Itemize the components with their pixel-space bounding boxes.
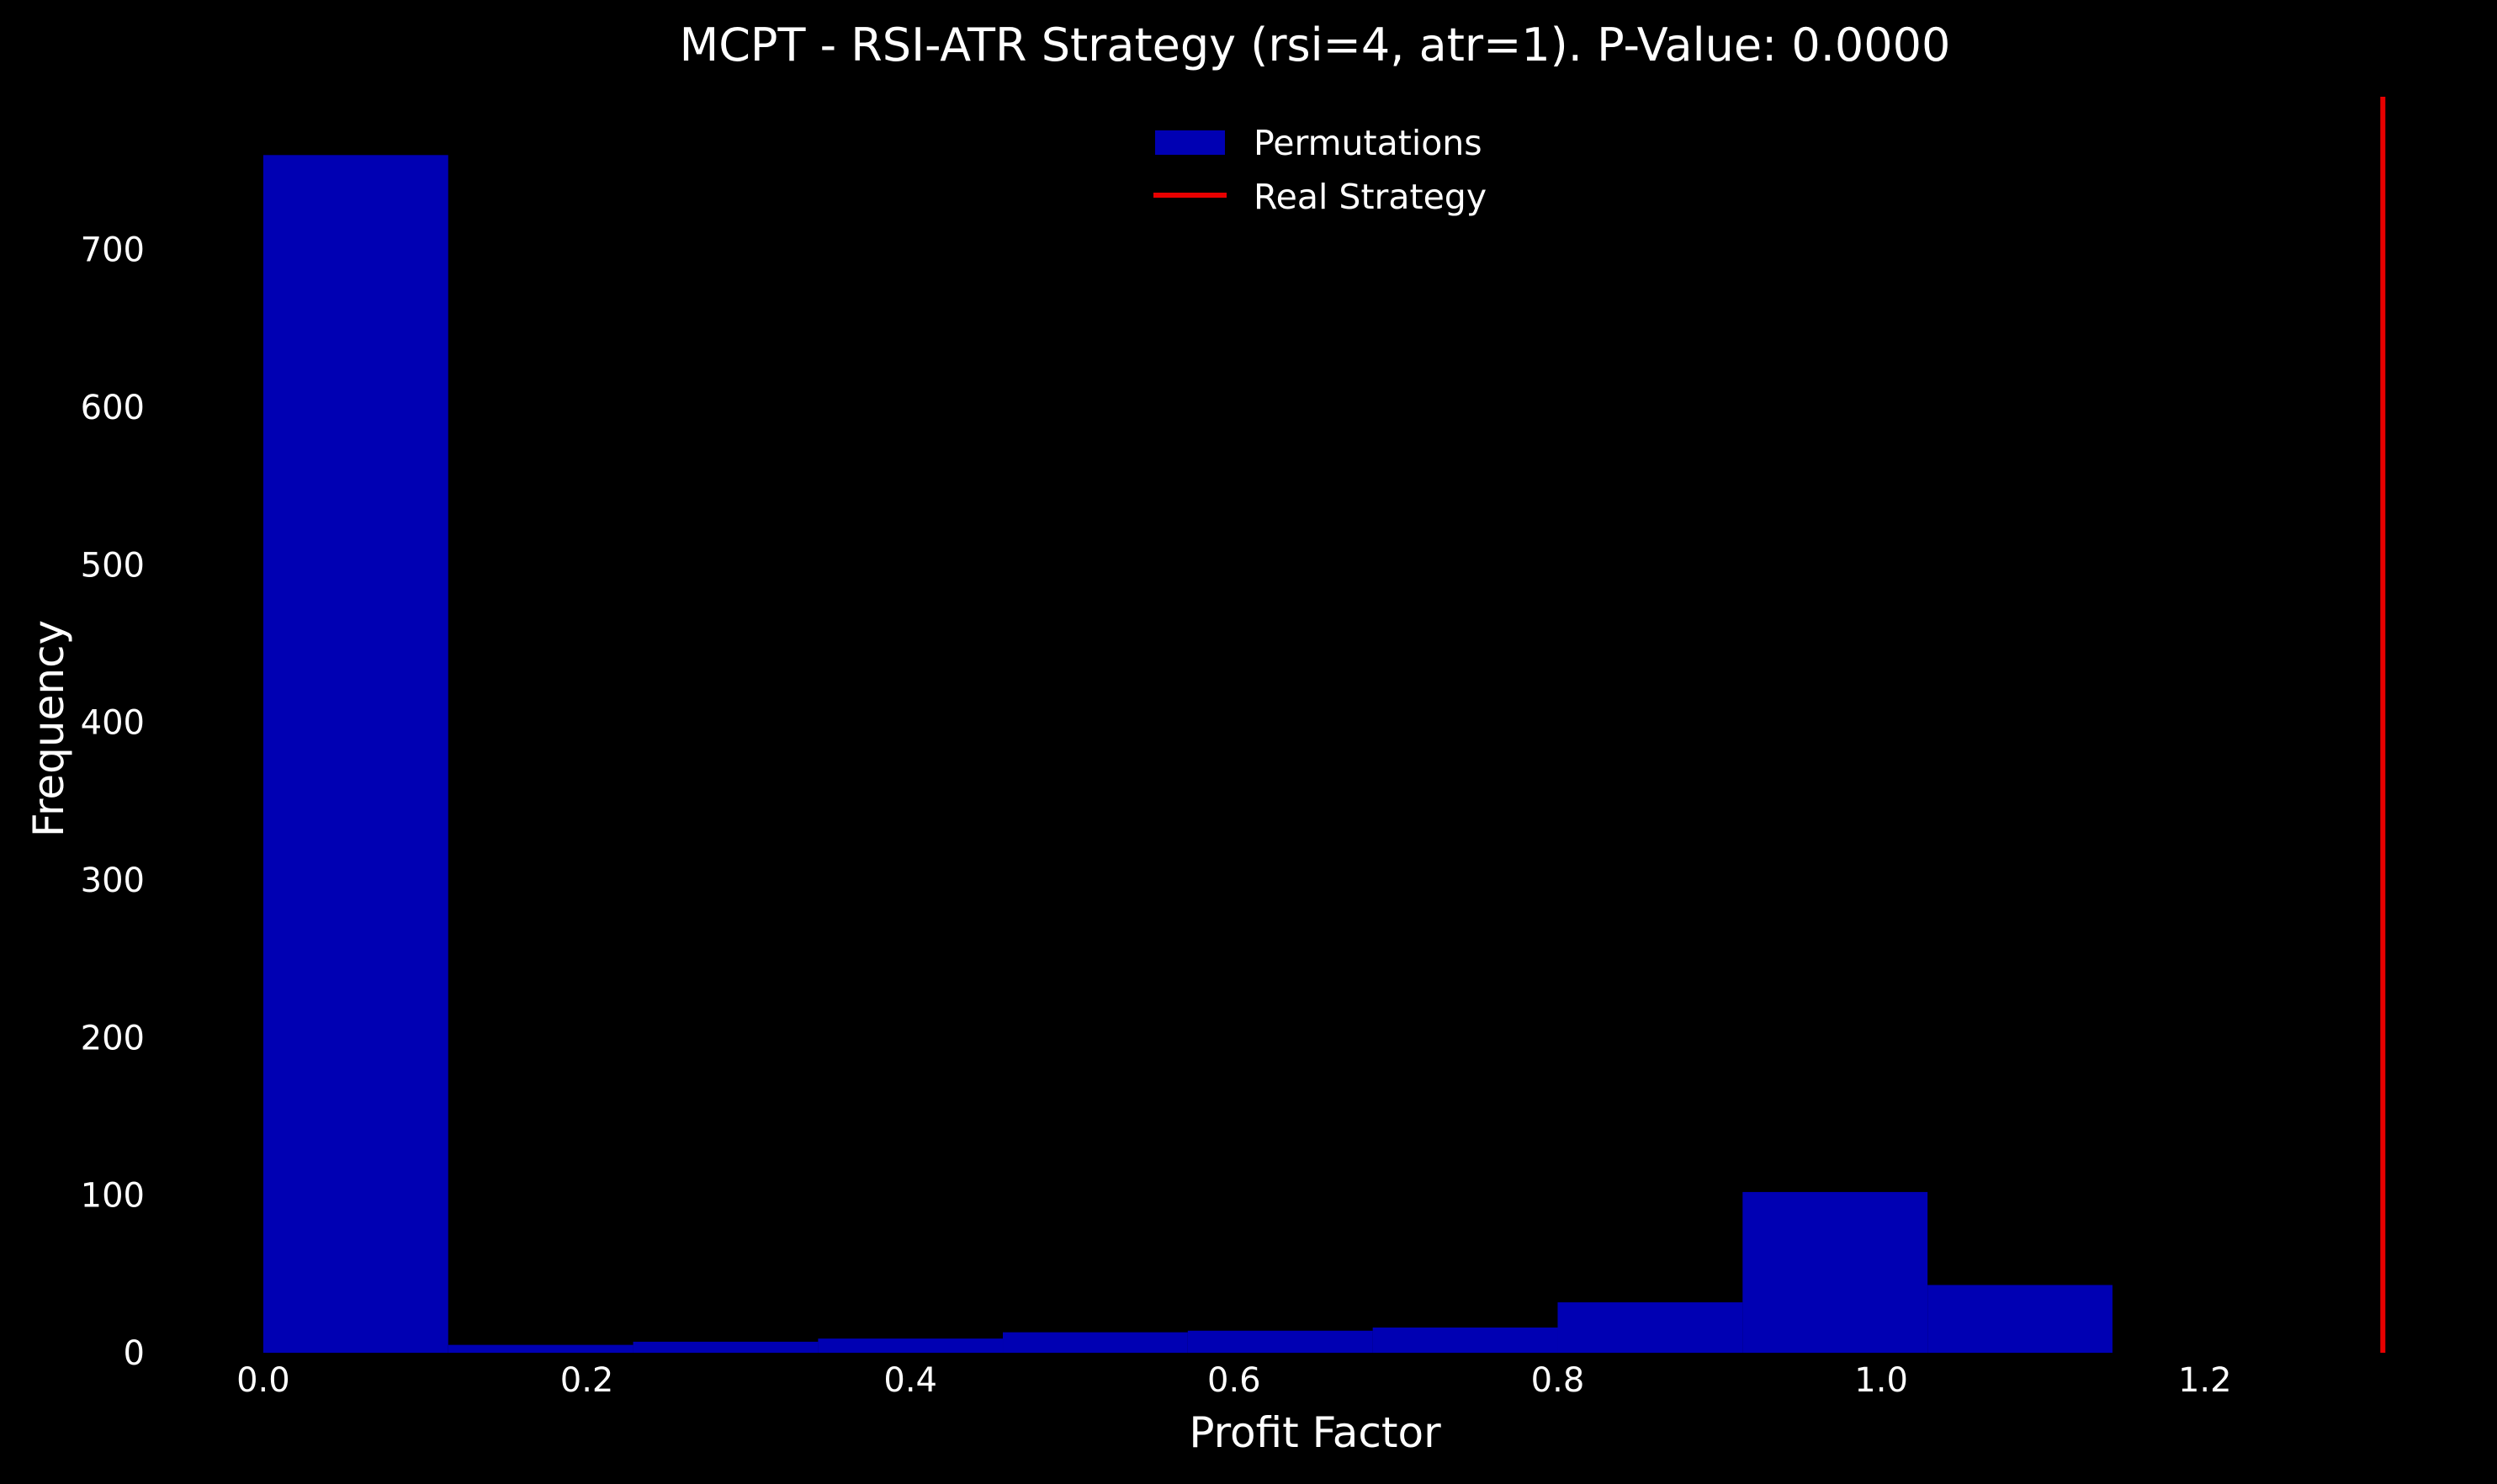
histogram-bar-2 — [633, 1341, 819, 1353]
y-tick-label-7: 700 — [81, 231, 145, 270]
y-axis-label: Frequency — [24, 620, 73, 837]
x-tick-label-1: 0.2 — [560, 1361, 614, 1400]
histogram-bar-8 — [1742, 1191, 1928, 1353]
histogram-bar-7 — [1557, 1302, 1743, 1353]
x-tick-label-3: 0.6 — [1207, 1361, 1261, 1400]
y-axis-ticks: 0 100 200 300 400 500 600 700 — [81, 231, 145, 1373]
x-tick-label-0: 0.0 — [236, 1361, 290, 1400]
y-tick-label-0: 0 — [124, 1334, 145, 1373]
x-axis-label: Profit Factor — [1189, 1408, 1441, 1457]
y-tick-label-5: 500 — [81, 546, 145, 585]
histogram-bar-3 — [818, 1338, 1004, 1353]
histogram-bars — [262, 155, 2113, 1354]
x-tick-label-5: 1.0 — [1854, 1361, 1908, 1400]
x-tick-label-2: 0.4 — [883, 1361, 937, 1400]
legend-swatch-permutations — [1155, 130, 1225, 155]
y-tick-label-6: 600 — [81, 389, 145, 427]
chart-title: MCPT - RSI-ATR Strategy (rsi=4, atr=1). … — [680, 19, 1951, 72]
legend-label-real-strategy: Real Strategy — [1254, 177, 1487, 217]
x-axis-ticks: 0.0 0.2 0.4 0.6 0.8 1.0 1.2 — [236, 1361, 2231, 1400]
y-tick-label-3: 300 — [81, 861, 145, 900]
x-tick-label-4: 0.8 — [1531, 1361, 1585, 1400]
histogram-bar-6 — [1372, 1328, 1558, 1353]
histogram-bar-0 — [262, 155, 448, 1354]
histogram-bar-9 — [1927, 1285, 2113, 1353]
histogram-bar-5 — [1187, 1330, 1373, 1353]
legend: Permutations Real Strategy — [1153, 123, 1487, 217]
y-tick-label-1: 100 — [81, 1177, 145, 1216]
legend-label-permutations: Permutations — [1254, 123, 1482, 163]
histogram-bar-4 — [1003, 1332, 1188, 1353]
y-tick-label-2: 200 — [81, 1019, 145, 1057]
x-tick-label-6: 1.2 — [2178, 1361, 2232, 1400]
histogram-bar-1 — [448, 1344, 634, 1353]
y-tick-label-4: 400 — [81, 704, 145, 743]
